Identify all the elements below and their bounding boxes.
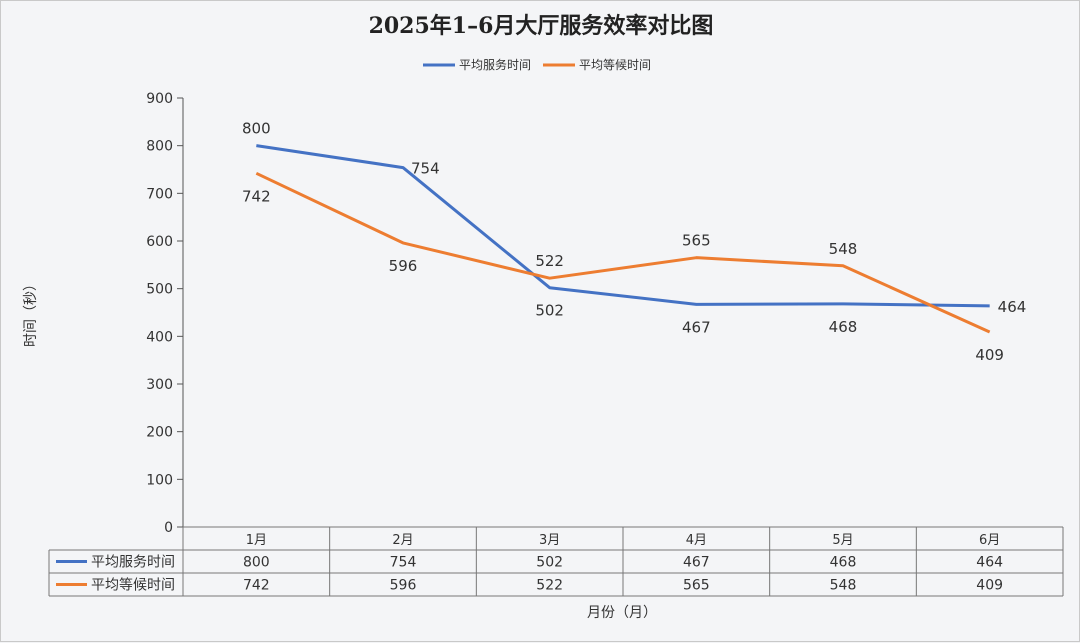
x-tick-label: 2月 bbox=[392, 533, 413, 548]
x-tick-label: 4月 bbox=[686, 533, 707, 548]
table-cell: 409 bbox=[976, 578, 1003, 594]
data-label: 565 bbox=[682, 232, 711, 250]
data-label: 548 bbox=[829, 240, 858, 258]
data-label: 522 bbox=[535, 252, 564, 270]
table-cell: 800 bbox=[243, 555, 270, 571]
y-tick-label: 200 bbox=[146, 425, 173, 441]
y-tick-label: 600 bbox=[146, 234, 173, 250]
table-series-name-2: 平均等候时间 bbox=[91, 577, 175, 594]
data-label: 742 bbox=[242, 187, 271, 205]
legend-label-1: 平均服务时间 bbox=[459, 57, 531, 72]
table-cell: 468 bbox=[830, 555, 857, 571]
data-label: 409 bbox=[975, 346, 1004, 364]
table-cell: 464 bbox=[976, 555, 1003, 571]
series-line-1 bbox=[256, 144, 990, 308]
y-tick-label: 800 bbox=[146, 139, 173, 155]
data-label: 754 bbox=[411, 160, 440, 178]
y-axis-label: 时间（秒） bbox=[23, 277, 39, 347]
x-tick-label: 3月 bbox=[539, 533, 560, 548]
data-label: 468 bbox=[829, 318, 858, 336]
data-label: 464 bbox=[998, 298, 1027, 316]
table-cell: 467 bbox=[683, 555, 710, 571]
x-tick-label: 6月 bbox=[979, 533, 1000, 548]
table-cell: 548 bbox=[830, 578, 857, 594]
table-cell: 565 bbox=[683, 578, 710, 594]
data-label: 596 bbox=[389, 257, 418, 275]
series-layer: 800 754 502 467 468 464 742 596 522 565 548 409 bbox=[242, 120, 1026, 364]
legend-label-2: 平均等候时间 bbox=[579, 58, 651, 72]
table-cell: 754 bbox=[390, 555, 417, 571]
y-tick-label: 500 bbox=[146, 282, 173, 298]
y-tick-label: 100 bbox=[146, 472, 173, 488]
data-label: 502 bbox=[535, 302, 564, 320]
table-cell: 742 bbox=[243, 578, 270, 594]
x-tick-label: 1月 bbox=[246, 533, 267, 548]
data-label: 800 bbox=[242, 120, 271, 138]
series-line-2 bbox=[255, 171, 991, 334]
y-tick-label: 700 bbox=[146, 186, 173, 202]
chart-title: 2025年1–6月大厅服务效率对比图 bbox=[369, 13, 714, 39]
table-cell: 596 bbox=[390, 578, 417, 594]
y-axis: 0 100 200 300 400 500 600 700 800 900 bbox=[146, 91, 184, 536]
y-tick-label: 0 bbox=[164, 520, 173, 536]
table-cell: 522 bbox=[536, 578, 563, 594]
x-axis-label: 月份（月） bbox=[587, 605, 657, 621]
table-cell: 502 bbox=[536, 555, 563, 571]
y-tick-label: 900 bbox=[146, 91, 173, 107]
y-tick-label: 300 bbox=[146, 377, 173, 393]
data-label: 467 bbox=[682, 318, 711, 336]
y-tick-label: 400 bbox=[146, 329, 173, 345]
x-tick-label: 5月 bbox=[832, 533, 853, 548]
legend: 平均服务时间 平均等候时间 bbox=[423, 57, 651, 72]
table-series-name-1: 平均服务时间 bbox=[91, 555, 175, 571]
